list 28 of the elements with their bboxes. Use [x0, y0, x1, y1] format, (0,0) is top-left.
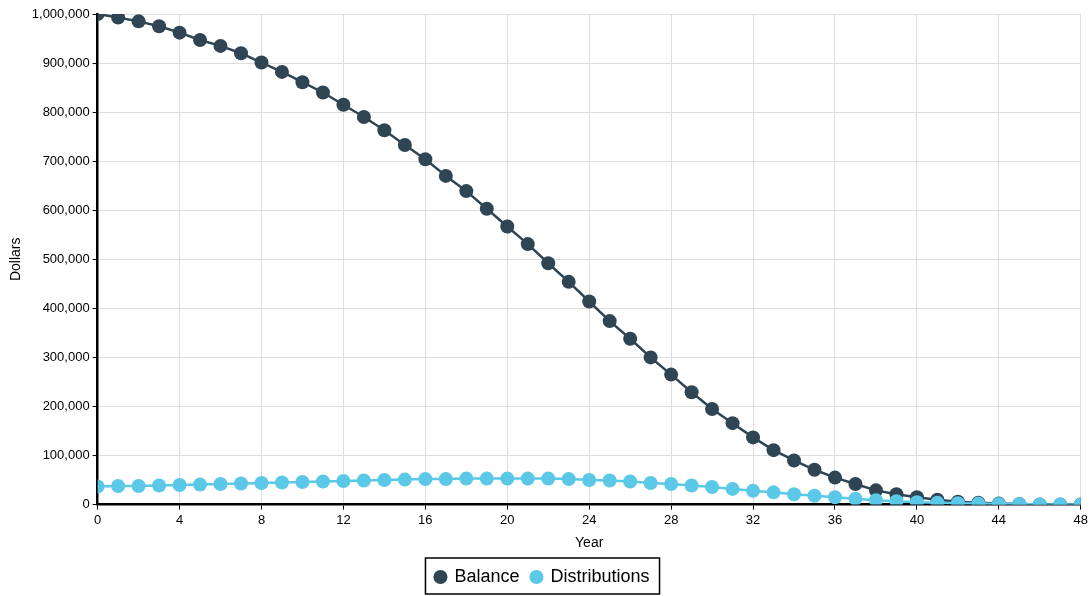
y-tick-label: 800,000 — [42, 103, 90, 119]
legend-label: Balance — [454, 565, 520, 586]
x-tick-label: 16 — [418, 511, 433, 527]
x-tick-label: 8 — [257, 511, 266, 527]
y-axis-title: Dollars — [7, 237, 24, 282]
legend-label: Distributions — [550, 565, 650, 586]
y-tick-label: 900,000 — [42, 54, 90, 70]
y-tick-label: 100,000 — [42, 447, 90, 463]
y-tick-label: 700,000 — [42, 152, 90, 168]
x-tick-label: 12 — [336, 511, 351, 527]
x-tick-label: 4 — [175, 511, 184, 527]
x-tick-label: 48 — [1073, 511, 1088, 527]
x-tick-label: 44 — [991, 511, 1007, 527]
x-tick-label: 40 — [909, 511, 925, 527]
x-tick-label: 32 — [745, 511, 761, 527]
x-tick-label: 0 — [94, 511, 102, 527]
x-tick-label: 20 — [500, 511, 515, 527]
y-tick-label: 600,000 — [42, 201, 90, 217]
y-tick-label: 200,000 — [42, 398, 90, 414]
y-tick-label: 300,000 — [42, 349, 90, 364]
y-tick-label: 400,000 — [42, 299, 90, 315]
x-tick-label: 28 — [663, 511, 679, 527]
x-tick-label: 36 — [827, 511, 843, 527]
x-axis-title: Year — [575, 534, 604, 551]
x-tick-label: 24 — [581, 511, 597, 527]
y-tick-label: 1,000,000 — [31, 5, 90, 21]
y-tick-label: 500,000 — [42, 250, 90, 266]
y-tick-label: 0 — [82, 496, 90, 512]
